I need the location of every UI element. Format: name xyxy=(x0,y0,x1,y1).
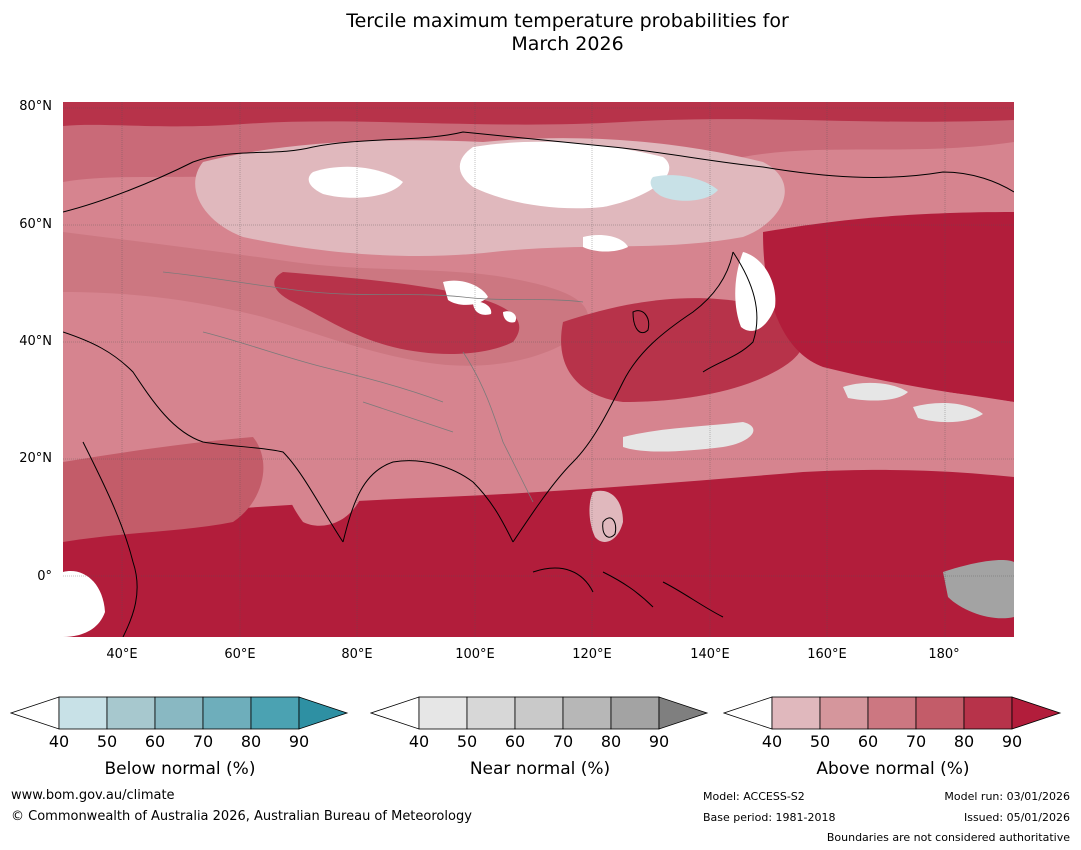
colorbar-segment xyxy=(418,696,468,730)
map-title: Tercile maximum temperature probabilitie… xyxy=(0,10,1081,56)
colorbar-right-arrow xyxy=(658,696,709,730)
west-siberia-patch xyxy=(308,166,403,198)
north-pacific-region xyxy=(763,212,1014,402)
tibet-white-specks xyxy=(443,280,517,323)
tick-label: 50 xyxy=(809,732,831,751)
tibet-core xyxy=(274,272,520,354)
tick-label: 50 xyxy=(456,732,478,751)
lat-label-60n: 60°N xyxy=(19,217,52,232)
colorbar-segment xyxy=(963,696,1013,730)
lon-label-100e: 100°E xyxy=(455,647,495,662)
philippines-region xyxy=(589,490,623,542)
colorbar-segment xyxy=(610,696,660,730)
website-text: www.bom.gov.au/climate xyxy=(11,788,175,803)
tick-label: 40 xyxy=(48,732,70,751)
tick-label: 90 xyxy=(1001,732,1023,751)
title-line-2: March 2026 xyxy=(511,33,624,55)
issued-text: Issued: 05/01/2026 xyxy=(963,811,1070,824)
tick-label: 80 xyxy=(953,732,975,751)
base-period-text: Base period: 1981-2018 xyxy=(703,811,836,824)
model-text: Model: ACCESS-S2 xyxy=(703,790,805,803)
tick-label: 60 xyxy=(144,732,166,751)
graticule xyxy=(63,102,1014,637)
arabian-sea-region xyxy=(63,437,264,542)
colorbar-segment xyxy=(154,696,204,730)
kuril-white-band xyxy=(735,252,776,331)
model-run-text: Model run: 03/01/2026 xyxy=(944,790,1070,803)
colorbar-near-normal xyxy=(370,696,709,730)
colorbar-segment xyxy=(915,696,965,730)
colorbar-above-normal xyxy=(723,696,1062,730)
colorbar-segment xyxy=(250,696,300,730)
lake-patch xyxy=(583,235,628,252)
legend-caption-above: Above normal (%) xyxy=(816,759,970,779)
colorbar-segment xyxy=(106,696,156,730)
country-borders xyxy=(162,271,584,503)
colorbar-left-arrow xyxy=(10,696,60,730)
tick-label: 60 xyxy=(504,732,526,751)
colorbar-segment xyxy=(819,696,869,730)
boundaries-text: Boundaries are not considered authoritat… xyxy=(826,831,1070,844)
india-region xyxy=(281,451,363,526)
tick-label: 60 xyxy=(857,732,879,751)
lon-label-160e: 160°E xyxy=(807,647,847,662)
lat-label-40n: 40°N xyxy=(19,334,52,349)
tick-label: 80 xyxy=(240,732,262,751)
coastlines xyxy=(63,131,1014,637)
legend-caption-below: Below normal (%) xyxy=(104,759,256,779)
lat-label-20n: 20°N xyxy=(19,451,52,466)
colorbar-segment xyxy=(58,696,108,730)
lon-label-60e: 60°E xyxy=(224,647,256,662)
colorbar-segment xyxy=(771,696,821,730)
colorbar-below-normal xyxy=(10,696,349,730)
probability-map-svg xyxy=(63,102,1014,637)
colorbar-right-arrow xyxy=(1011,696,1062,730)
lat-label-80n: 80°N xyxy=(19,99,52,114)
lon-label-180: 180° xyxy=(928,647,960,662)
pacific-near-normal-1 xyxy=(623,422,754,452)
title-line-1: Tercile maximum temperature probabilitie… xyxy=(346,10,789,32)
lon-label-120e: 120°E xyxy=(572,647,612,662)
tick-label: 70 xyxy=(552,732,574,751)
colorbar-segment xyxy=(202,696,252,730)
pacific-near-normal-2 xyxy=(843,382,983,423)
tick-label: 50 xyxy=(96,732,118,751)
tick-label: 70 xyxy=(905,732,927,751)
tick-label: 90 xyxy=(288,732,310,751)
colorbar-right-arrow xyxy=(298,696,349,730)
colorbar-left-arrow xyxy=(723,696,773,730)
tick-label: 70 xyxy=(192,732,214,751)
lat-label-0: 0° xyxy=(37,569,52,584)
east-africa-white xyxy=(63,571,105,637)
colorbar-segment xyxy=(562,696,612,730)
legend-caption-near: Near normal (%) xyxy=(469,759,611,779)
arctic-strip xyxy=(63,102,1014,127)
colorbar-segment xyxy=(514,696,564,730)
colorbar-segment xyxy=(466,696,516,730)
lon-label-40e: 40°E xyxy=(106,647,138,662)
tick-label: 80 xyxy=(600,732,622,751)
below-normal-patch xyxy=(650,175,718,201)
tick-label: 40 xyxy=(408,732,430,751)
tick-label: 90 xyxy=(648,732,670,751)
lon-label-140e: 140°E xyxy=(690,647,730,662)
tick-label: 40 xyxy=(761,732,783,751)
siberia-near-normal xyxy=(459,141,670,209)
colorbar-segment xyxy=(867,696,917,730)
colorbar-left-arrow xyxy=(370,696,420,730)
pacific-grey-patch xyxy=(943,560,1014,619)
probability-map xyxy=(63,102,1014,637)
copyright-text: © Commonwealth of Australia 2026, Austra… xyxy=(11,809,472,824)
lon-label-80e: 80°E xyxy=(341,647,373,662)
